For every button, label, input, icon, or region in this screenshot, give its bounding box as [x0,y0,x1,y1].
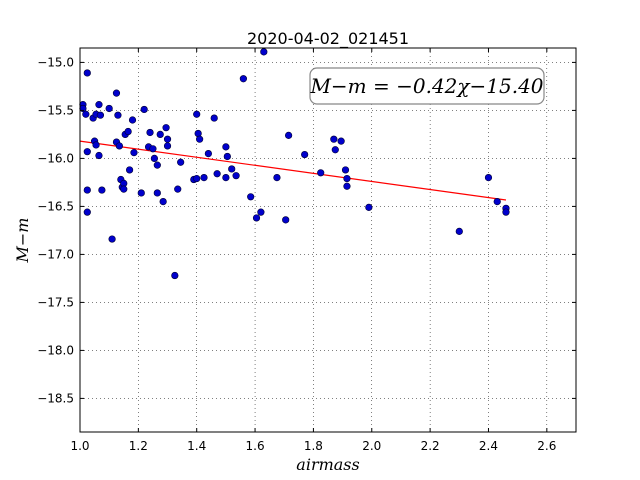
data-point [200,174,208,182]
data-point [114,111,122,119]
data-point [193,110,201,118]
data-point [105,104,113,113]
data-point [222,174,230,182]
data-point [156,130,164,138]
data-point [95,151,103,160]
chart-title: 2020-04-02_021451 [247,29,409,49]
data-point [95,101,103,109]
y-tick-label: −17.5 [37,295,74,309]
data-point [115,142,123,150]
data-point [193,174,201,183]
y-tick-label: −18.0 [37,343,74,357]
data-point [204,150,212,158]
data-point [174,185,182,193]
data-point [82,110,90,118]
data-point [108,235,116,243]
data-point [83,208,91,216]
data-point [196,135,204,143]
data-point [92,141,100,149]
data-point [493,198,501,206]
data-point [177,158,185,166]
data-point [98,186,106,194]
x-tick-label: 1.6 [246,439,265,453]
data-point [223,152,231,161]
data-point [149,145,157,153]
x-axis-label: airmass [296,455,359,474]
data-point [337,137,345,145]
x-tick-label: 1.4 [187,439,206,453]
annotation-text: M−m = −0.42χ−15.40 [309,74,543,98]
data-point [343,174,351,183]
data-point [247,193,255,201]
data-point [343,182,351,190]
y-tick-label: −16.0 [37,151,74,165]
data-point [159,198,167,206]
data-point [137,189,145,197]
data-point [96,111,105,119]
data-point [163,142,172,150]
data-point [252,214,261,222]
x-tick-label: 2.6 [537,439,556,453]
data-point [83,148,91,156]
data-point [282,216,290,224]
data-point [273,174,281,182]
data-point [484,174,493,182]
data-point [210,114,218,122]
data-point [140,105,148,114]
data-point [153,161,161,169]
data-point [365,203,373,211]
data-point [153,189,161,197]
data-point [260,48,268,56]
data-point [163,135,172,143]
y-axis-label: M−m [13,218,32,264]
data-point [341,166,350,174]
y-tick-label: −17.0 [37,247,74,261]
data-point [126,166,134,174]
y-tick-label: −16.5 [37,199,74,213]
data-point [83,69,91,77]
data-point [222,143,230,151]
data-point [83,186,91,194]
data-point [130,149,138,157]
data-point [285,131,293,139]
data-points [79,48,510,280]
data-point [257,208,265,216]
y-tick-label: −18.5 [37,391,74,405]
data-point [128,116,137,124]
data-point [317,169,325,177]
y-tick-label: −15.5 [37,103,74,117]
x-tick-label: 1.2 [129,439,148,453]
data-point [112,89,121,97]
data-point [301,150,309,159]
data-point [146,128,154,137]
data-point [124,127,132,136]
x-tick-label: 2.4 [479,439,498,453]
plot-frame [79,47,577,433]
data-point [228,165,236,173]
data-point [213,170,221,178]
data-point [120,185,128,193]
axis-ticks: 1.0 1.2 1.4 1.6 1.8 2.0 2.2 2.4 2.6 −15.0 −15.5 −16… [37,48,576,453]
data-point [171,271,179,280]
data-point [239,75,247,83]
data-point [330,135,338,143]
data-point [162,124,170,132]
x-tick-label: 2.2 [421,439,440,453]
y-tick-label: −15.0 [37,55,74,69]
data-point [331,146,339,154]
data-point [455,227,463,235]
x-tick-label: 2.0 [362,439,381,453]
data-point [502,208,510,216]
annotation-box [309,67,545,105]
data-point [232,172,240,180]
x-tick-label: 1.8 [304,439,323,453]
equation-annotation: M−m = −0.42χ−15.40 [309,67,545,105]
x-tick-label: 1.0 [70,439,89,453]
data-point [150,154,158,162]
grid-lines [80,48,576,432]
